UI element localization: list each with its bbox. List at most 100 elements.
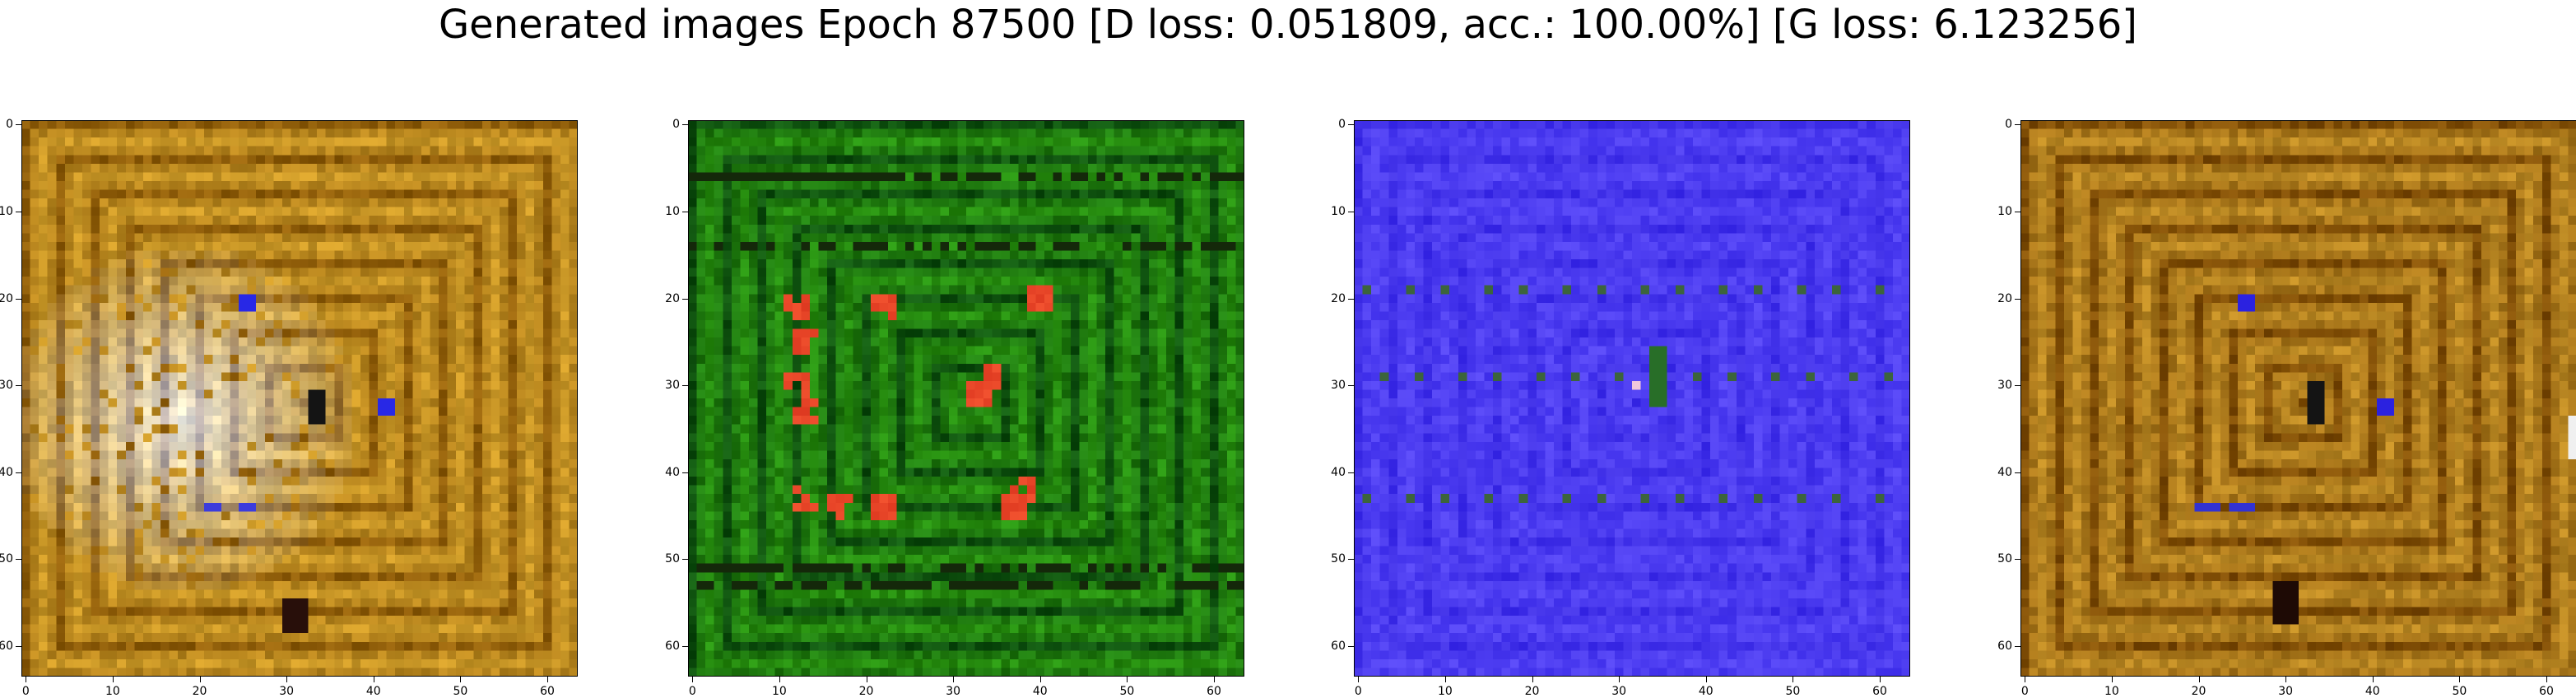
x-tick-mark [1040, 677, 1041, 682]
x-tick-label: 40 [357, 685, 390, 698]
x-tick-label: 30 [2269, 685, 2302, 698]
y-tick-mark [16, 646, 21, 647]
y-tick-mark [2015, 124, 2020, 125]
y-tick-mark [2015, 472, 2020, 473]
x-tick-label: 0 [2008, 685, 2041, 698]
y-tick-mark [682, 559, 688, 560]
y-tick-label: 40 [0, 466, 13, 479]
x-tick-label: 40 [1690, 685, 1723, 698]
y-tick-label: 50 [1984, 552, 2012, 565]
y-tick-label: 30 [652, 379, 680, 392]
x-tick-mark [1706, 677, 1707, 682]
y-tick-mark [682, 472, 688, 473]
x-tick-label: 60 [1197, 685, 1230, 698]
x-tick-label: 0 [9, 685, 42, 698]
y-tick-label: 20 [1318, 292, 1346, 305]
y-tick-mark [1348, 472, 1354, 473]
x-tick-label: 50 [2443, 685, 2476, 698]
y-tick-mark [16, 559, 21, 560]
y-tick-mark [2015, 299, 2020, 300]
y-tick-mark [1348, 559, 1354, 560]
y-tick-label: 60 [0, 640, 13, 653]
y-tick-mark [2015, 646, 2020, 647]
x-tick-label: 50 [1776, 685, 1809, 698]
y-tick-mark [1348, 124, 1354, 125]
x-tick-label: 10 [763, 685, 796, 698]
y-tick-label: 0 [1318, 118, 1346, 131]
x-tick-label: 30 [937, 685, 969, 698]
y-tick-label: 20 [652, 292, 680, 305]
y-tick-label: 10 [1318, 205, 1346, 218]
y-tick-label: 60 [1984, 640, 2012, 653]
x-tick-label: 40 [2356, 685, 2389, 698]
y-tick-mark [16, 299, 21, 300]
x-tick-mark [692, 677, 693, 682]
generated-image-4 [2020, 120, 2576, 677]
x-tick-mark [2546, 677, 2547, 682]
x-tick-mark [1445, 677, 1446, 682]
x-tick-label: 40 [1024, 685, 1057, 698]
y-tick-mark [16, 472, 21, 473]
y-tick-label: 30 [1318, 379, 1346, 392]
x-tick-label: 10 [2095, 685, 2128, 698]
x-tick-mark [200, 677, 201, 682]
x-tick-mark [1127, 677, 1128, 682]
x-tick-label: 0 [676, 685, 709, 698]
y-tick-mark [1348, 646, 1354, 647]
x-tick-label: 20 [850, 685, 883, 698]
x-tick-label: 60 [1863, 685, 1896, 698]
y-tick-label: 40 [652, 466, 680, 479]
x-tick-mark [953, 677, 954, 682]
x-tick-label: 50 [444, 685, 477, 698]
x-tick-label: 50 [1110, 685, 1143, 698]
y-tick-mark [2015, 385, 2020, 386]
y-tick-label: 60 [1318, 640, 1346, 653]
y-tick-label: 40 [1318, 466, 1346, 479]
y-tick-mark [1348, 385, 1354, 386]
x-tick-mark [2459, 677, 2460, 682]
x-tick-mark [2285, 677, 2286, 682]
y-tick-mark [682, 385, 688, 386]
x-tick-label: 10 [96, 685, 129, 698]
x-tick-mark [1358, 677, 1359, 682]
x-tick-label: 0 [1341, 685, 1374, 698]
generated-image-1 [21, 120, 578, 677]
y-tick-label: 0 [652, 118, 680, 131]
y-tick-label: 0 [1984, 118, 2012, 131]
x-tick-label: 20 [1516, 685, 1549, 698]
y-tick-label: 10 [652, 205, 680, 218]
y-tick-label: 50 [652, 552, 680, 565]
y-tick-mark [2015, 559, 2020, 560]
x-tick-label: 20 [184, 685, 216, 698]
x-tick-mark [547, 677, 548, 682]
y-tick-label: 60 [652, 640, 680, 653]
x-tick-label: 30 [270, 685, 303, 698]
x-tick-mark [1214, 677, 1215, 682]
y-tick-label: 0 [0, 118, 13, 131]
x-tick-label: 30 [1602, 685, 1635, 698]
x-tick-label: 60 [2530, 685, 2563, 698]
y-tick-label: 20 [0, 292, 13, 305]
y-tick-mark [16, 385, 21, 386]
x-tick-mark [1880, 677, 1881, 682]
y-tick-mark [1348, 299, 1354, 300]
y-tick-mark [16, 124, 21, 125]
y-tick-label: 10 [1984, 205, 2012, 218]
x-tick-mark [2112, 677, 2113, 682]
generated-image-2 [688, 120, 1244, 677]
x-tick-mark [460, 677, 461, 682]
x-tick-mark [113, 677, 114, 682]
x-tick-label: 20 [2183, 685, 2216, 698]
x-tick-mark [2199, 677, 2200, 682]
figure-title: Generated images Epoch 87500 [D loss: 0.… [0, 0, 2576, 49]
x-tick-label: 10 [1429, 685, 1462, 698]
y-tick-label: 20 [1984, 292, 2012, 305]
y-tick-label: 50 [1318, 552, 1346, 565]
x-tick-mark [779, 677, 780, 682]
y-tick-label: 30 [1984, 379, 2012, 392]
y-tick-mark [682, 646, 688, 647]
y-tick-label: 30 [0, 379, 13, 392]
